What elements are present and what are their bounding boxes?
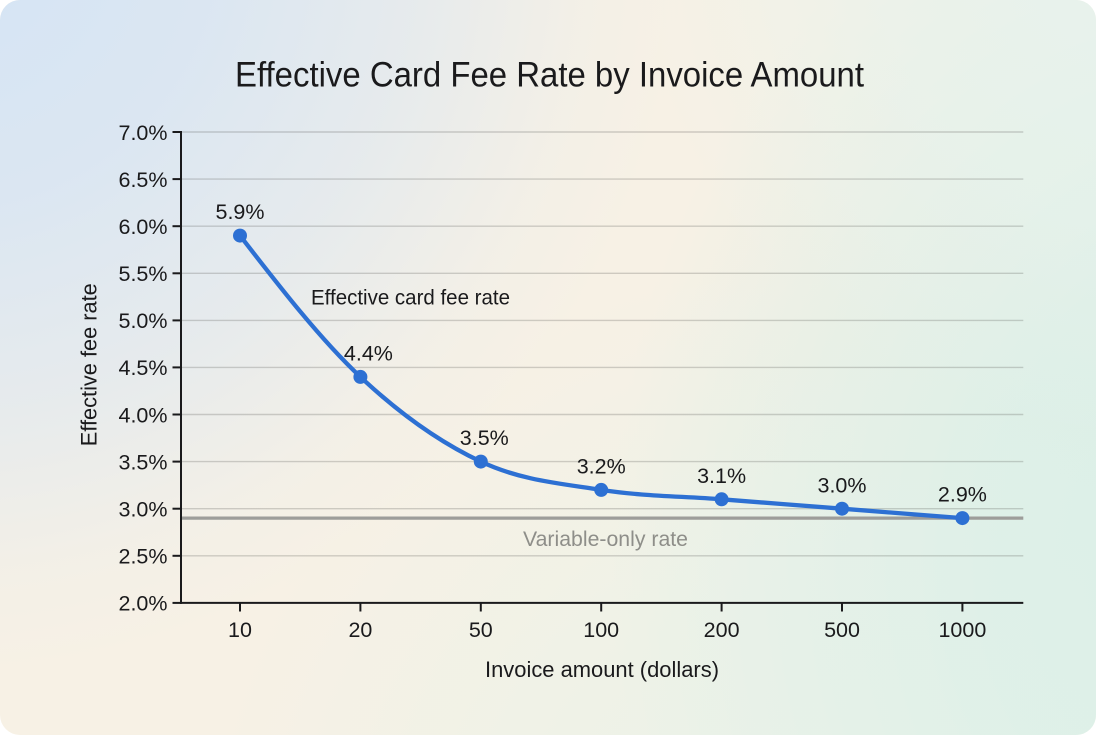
svg-text:5.9%: 5.9% bbox=[215, 200, 264, 224]
svg-text:2.5%: 2.5% bbox=[118, 545, 167, 569]
svg-text:6.0%: 6.0% bbox=[118, 215, 167, 239]
svg-text:Effective card fee rate: Effective card fee rate bbox=[311, 286, 510, 310]
svg-text:200: 200 bbox=[704, 618, 740, 642]
svg-text:3.2%: 3.2% bbox=[577, 455, 626, 479]
svg-text:3.1%: 3.1% bbox=[697, 464, 746, 488]
svg-text:100: 100 bbox=[583, 618, 619, 642]
svg-text:Effective fee rate: Effective fee rate bbox=[77, 283, 102, 446]
svg-text:Variable-only rate: Variable-only rate bbox=[523, 527, 688, 551]
svg-text:3.0%: 3.0% bbox=[118, 498, 167, 522]
svg-text:Effective Card Fee Rate by Inv: Effective Card Fee Rate by Invoice Amoun… bbox=[235, 56, 864, 95]
svg-text:3.5%: 3.5% bbox=[460, 426, 509, 450]
svg-text:7.0%: 7.0% bbox=[118, 121, 167, 145]
svg-text:2.9%: 2.9% bbox=[938, 483, 987, 507]
svg-text:20: 20 bbox=[348, 618, 372, 642]
svg-text:6.5%: 6.5% bbox=[118, 168, 167, 192]
svg-text:50: 50 bbox=[469, 618, 493, 642]
svg-text:Invoice amount (dollars): Invoice amount (dollars) bbox=[485, 657, 719, 682]
svg-text:10: 10 bbox=[228, 618, 252, 642]
svg-text:4.4%: 4.4% bbox=[344, 342, 393, 366]
svg-text:4.0%: 4.0% bbox=[118, 403, 167, 427]
svg-text:4.5%: 4.5% bbox=[118, 356, 167, 380]
svg-text:5.5%: 5.5% bbox=[118, 262, 167, 286]
svg-text:3.0%: 3.0% bbox=[817, 473, 866, 497]
svg-text:5.0%: 5.0% bbox=[118, 309, 167, 333]
svg-text:1000: 1000 bbox=[938, 618, 986, 642]
svg-text:500: 500 bbox=[824, 618, 860, 642]
svg-text:3.5%: 3.5% bbox=[118, 450, 167, 474]
svg-text:2.0%: 2.0% bbox=[118, 592, 167, 616]
